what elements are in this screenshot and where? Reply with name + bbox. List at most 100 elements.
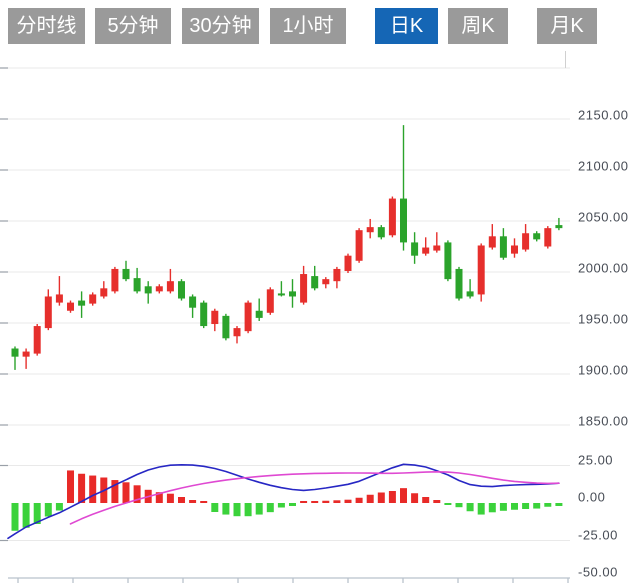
macd-hist-bar (477, 503, 485, 515)
candle-body (78, 300, 86, 306)
macd-hist-bar (355, 497, 363, 503)
macd-hist-bar (211, 503, 219, 512)
macd-hist-bar (344, 499, 352, 503)
candle-body (33, 326, 41, 354)
tab-30min[interactable]: 30分钟 (182, 8, 259, 44)
candle-body (111, 268, 119, 292)
macd-hist-bar (411, 493, 419, 503)
macd-hist-bar (422, 497, 430, 503)
candle-body (266, 289, 274, 313)
candle-body (377, 227, 385, 238)
candle-body (333, 268, 341, 282)
macd-hist-bar (11, 503, 19, 531)
macd-hist-bar (333, 500, 341, 503)
macd-hist-bar (377, 492, 385, 503)
candle-body (466, 291, 474, 297)
tab-monthly-k[interactable]: 月K (537, 8, 597, 44)
macd-axis-label: 25.00 (578, 452, 614, 467)
price-axis-label: 1950.00 (578, 311, 628, 327)
candle-body (355, 230, 363, 261)
macd-axis-label: -25.00 (578, 527, 618, 542)
macd-hist-bar (178, 497, 185, 503)
macd-hist-bar (166, 493, 174, 503)
macd-hist-bar (122, 482, 130, 503)
candle-body (289, 291, 296, 297)
price-axis-label: 2150.00 (578, 107, 628, 123)
candle-body (100, 288, 108, 297)
candle-body (311, 276, 319, 289)
macd-hist-bar (555, 503, 563, 506)
candle-body (11, 348, 19, 357)
macd-hist-bar (544, 503, 552, 507)
candle-body (322, 279, 330, 285)
macd-hist-bar (277, 503, 285, 508)
price-axis-label: 1900.00 (578, 362, 628, 378)
macd-hist-bar (511, 503, 518, 510)
candle-body (144, 286, 152, 294)
candle-body (499, 236, 507, 258)
candle-body (388, 198, 396, 236)
macd-hist-bar (200, 501, 208, 503)
macd-hist-bar (388, 491, 396, 503)
candle-body (411, 242, 419, 256)
candle-body (477, 245, 485, 295)
macd-hist-bar (455, 503, 463, 508)
candle-body (166, 281, 174, 292)
macd-hist-bar (533, 503, 541, 509)
candle-body (344, 255, 352, 271)
macd-hist-bar (222, 503, 230, 515)
candle-body (300, 274, 308, 303)
macd-hist-bar (33, 503, 41, 524)
tab-timeline[interactable]: 分时线 (8, 8, 85, 44)
macd-hist-bar (311, 501, 319, 503)
candle-body (44, 296, 52, 329)
price-axis-label: 2050.00 (578, 209, 628, 225)
macd-axis-label: 0.00 (578, 489, 606, 505)
macd-hist-bar (433, 500, 441, 503)
candle-body (133, 278, 141, 292)
candle-body (67, 302, 74, 311)
candle-body (366, 227, 374, 233)
candle-body (155, 286, 163, 292)
tab-5min[interactable]: 5分钟 (95, 8, 171, 44)
macd-dea-line (69, 470, 560, 525)
candle-body (455, 268, 463, 299)
candle-body (200, 302, 208, 327)
macd-hist-bar (444, 503, 452, 505)
price-axis-label: 2100.00 (578, 158, 628, 174)
price-axis-label: 2000.00 (578, 260, 628, 276)
tab-1hour[interactable]: 1小时 (270, 8, 346, 44)
macd-hist-bar (111, 480, 119, 503)
macd-axis-label: -50.00 (578, 564, 618, 580)
macd-hist-bar (366, 494, 374, 503)
price-axis-label: 1850.00 (578, 413, 628, 429)
candle-body (55, 294, 63, 303)
macd-hist-bar (44, 503, 52, 517)
macd-hist-bar (322, 500, 330, 503)
candle-body (222, 315, 230, 339)
candle-body (277, 293, 285, 296)
tab-weekly-k[interactable]: 周K (448, 8, 508, 44)
candle-body (89, 294, 97, 304)
macd-hist-bar (300, 501, 308, 503)
candle-body (400, 198, 407, 243)
macd-hist-bar (400, 488, 407, 503)
macd-diff-line (7, 463, 560, 540)
candle-body (555, 225, 563, 229)
macd-hist-bar (67, 470, 74, 503)
candle-body (488, 236, 496, 248)
macd-hist-bar (155, 492, 163, 503)
tab-daily-k[interactable]: 日K (375, 8, 438, 44)
macd-hist-bar (266, 503, 274, 513)
macd-hist-bar (55, 503, 63, 511)
macd-hist-bar (89, 475, 97, 503)
candle-body (255, 310, 263, 318)
macd-hist-bar (133, 485, 141, 503)
candle-body (511, 245, 518, 254)
macd-hist-bar (189, 500, 197, 503)
candle-body (211, 310, 219, 325)
candle-body (189, 296, 197, 308)
candle-body (122, 268, 130, 280)
